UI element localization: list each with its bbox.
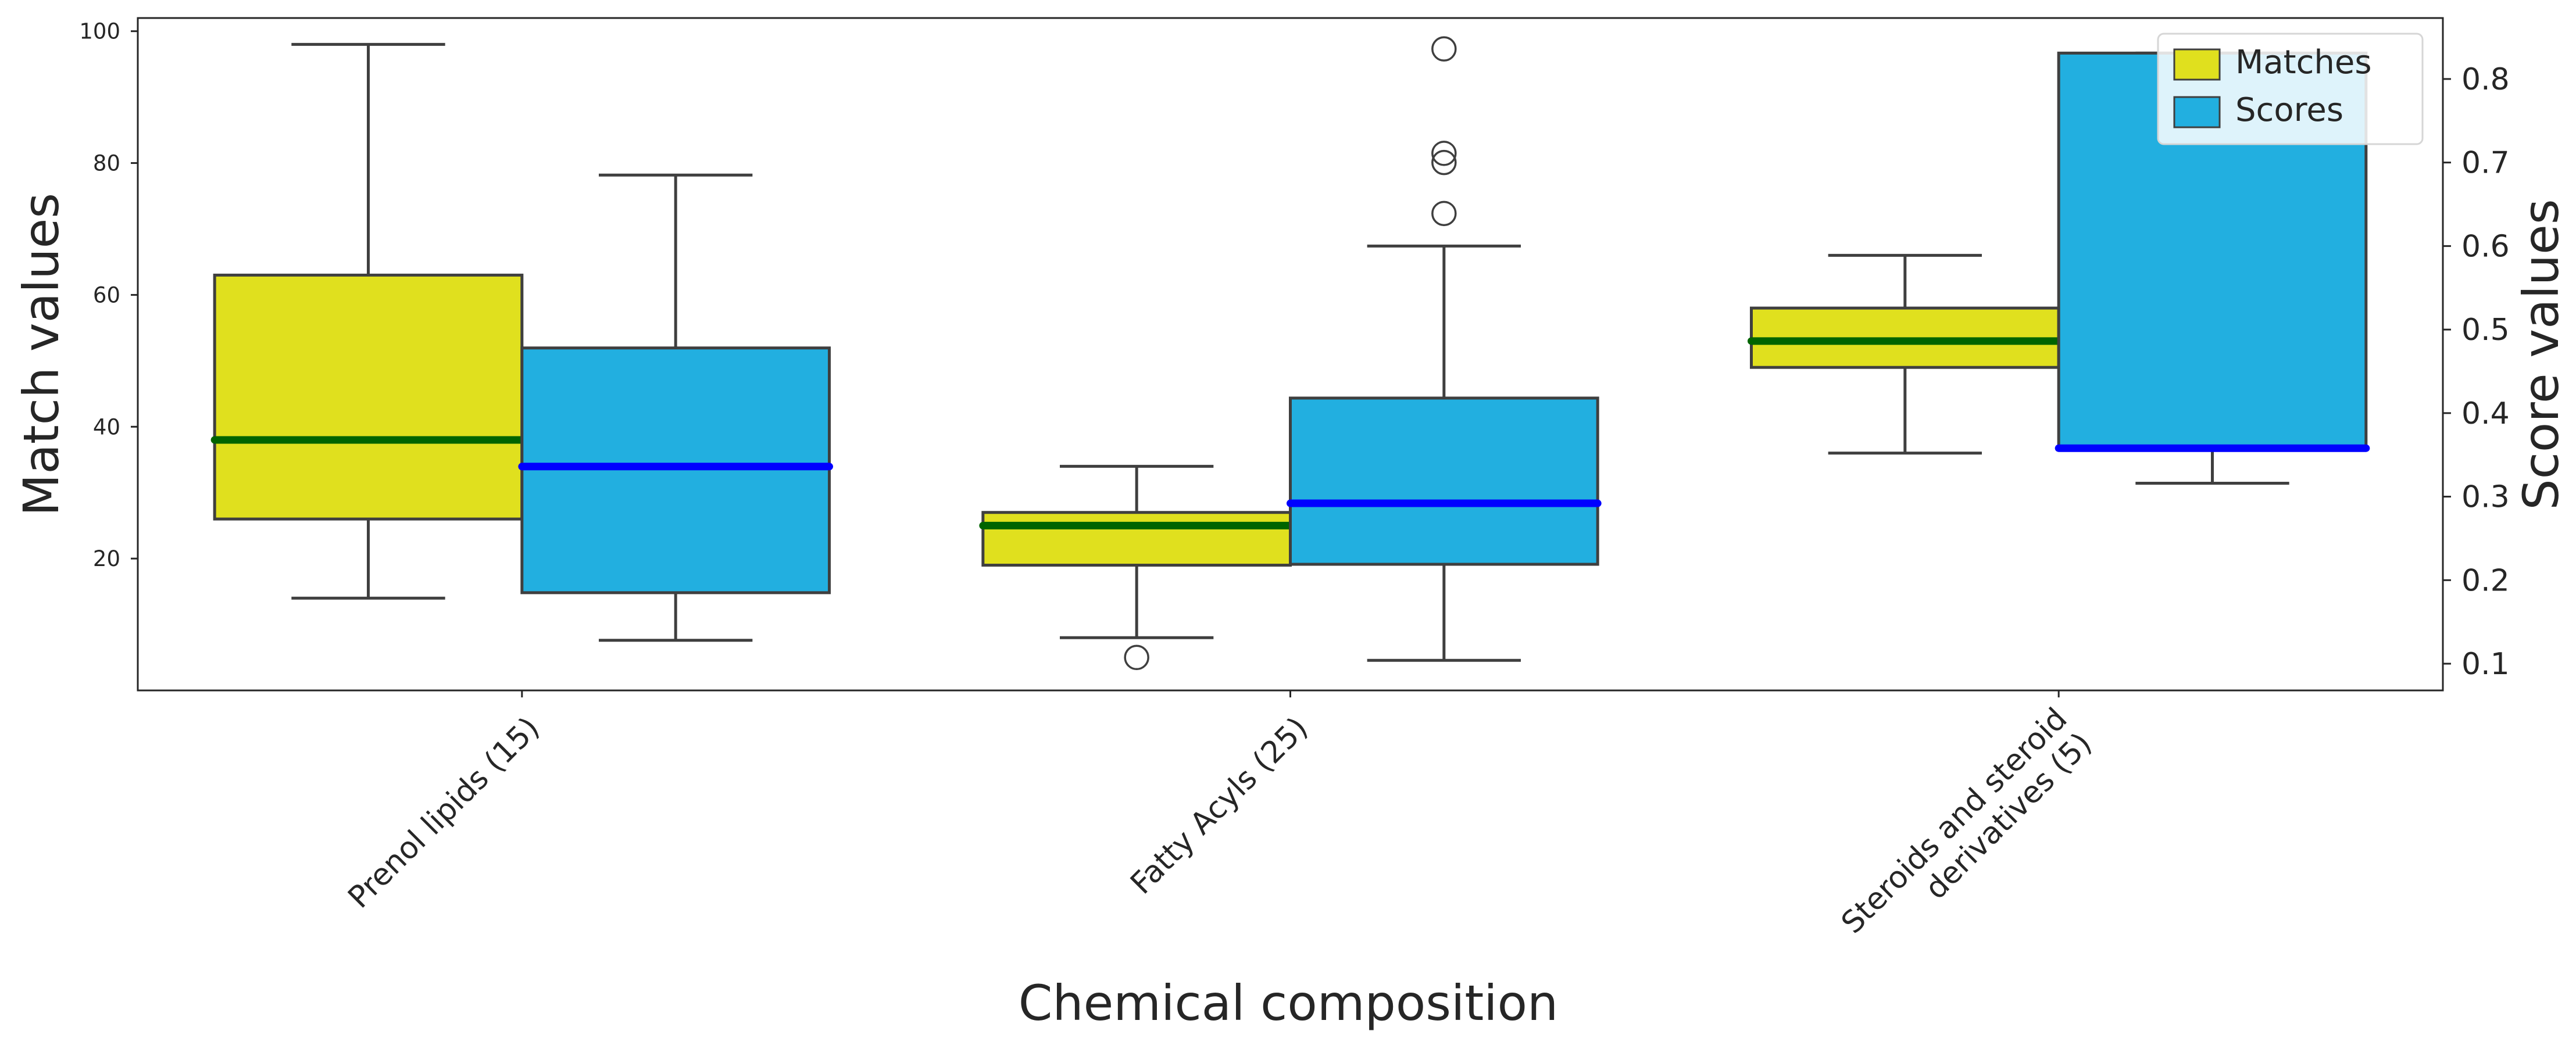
iqr-box-scores-1 bbox=[1289, 396, 1599, 566]
box-matches-1 bbox=[979, 464, 1294, 671]
y-axis-label-right: Score values bbox=[2513, 199, 2570, 510]
y-right-tick-label-7: 0.8 bbox=[2461, 62, 2510, 97]
iqr-box-matches-0 bbox=[213, 273, 524, 521]
legend-swatch-scores bbox=[2173, 96, 2221, 128]
y-right-tick-label-6: 0.7 bbox=[2461, 146, 2510, 181]
outlier-scores-1-0 bbox=[1431, 201, 1457, 227]
y-right-tick-label-4: 0.5 bbox=[2461, 313, 2510, 348]
outlier-scores-1-2 bbox=[1431, 141, 1457, 166]
legend-frame bbox=[2157, 33, 2424, 145]
legend-label-scores: Scores bbox=[2235, 91, 2343, 129]
y-right-tick-label-2: 0.3 bbox=[2461, 480, 2510, 515]
y-left-tick-label-1: 40 bbox=[93, 414, 120, 439]
y-right-tick-label-5: 0.6 bbox=[2461, 229, 2510, 264]
outlier-matches-1-0 bbox=[1124, 645, 1149, 671]
y-left-tick-label-4: 100 bbox=[79, 19, 120, 44]
y-left-tick-label-0: 20 bbox=[93, 546, 120, 571]
x-axis-label: Chemical composition bbox=[1019, 975, 1559, 1032]
box-scores-1 bbox=[1287, 36, 1602, 662]
y-right-tick-label-0: 0.1 bbox=[2461, 647, 2510, 682]
legend: Matches Scores bbox=[2157, 33, 2424, 145]
x-tick-label-1: Fatty Acyls (25) bbox=[1124, 710, 1314, 901]
box-scores-0 bbox=[518, 173, 833, 642]
y-right-tick-label-3: 0.4 bbox=[2461, 396, 2510, 431]
y-left-tick-label-2: 60 bbox=[93, 282, 120, 307]
legend-swatch-matches bbox=[2173, 48, 2221, 81]
legend-label-matches: Matches bbox=[2235, 44, 2372, 81]
plot-frame bbox=[137, 17, 2444, 692]
outlier-scores-1-3 bbox=[1431, 36, 1457, 62]
outlier-scores-1-1 bbox=[1431, 149, 1457, 176]
y-right-tick-label-1: 0.2 bbox=[2461, 563, 2510, 598]
box-matches-0 bbox=[210, 42, 526, 600]
box-matches-2 bbox=[1748, 253, 2063, 455]
x-tick-label-0: Prenol lipids (15) bbox=[342, 710, 546, 915]
y-left-tick-label-3: 80 bbox=[93, 151, 120, 176]
iqr-box-matches-1 bbox=[981, 511, 1292, 567]
y-axis-label-left: Match values bbox=[13, 193, 70, 516]
x-tick-label-2: Steroids and steroidderivatives (5) bbox=[1835, 701, 2099, 965]
